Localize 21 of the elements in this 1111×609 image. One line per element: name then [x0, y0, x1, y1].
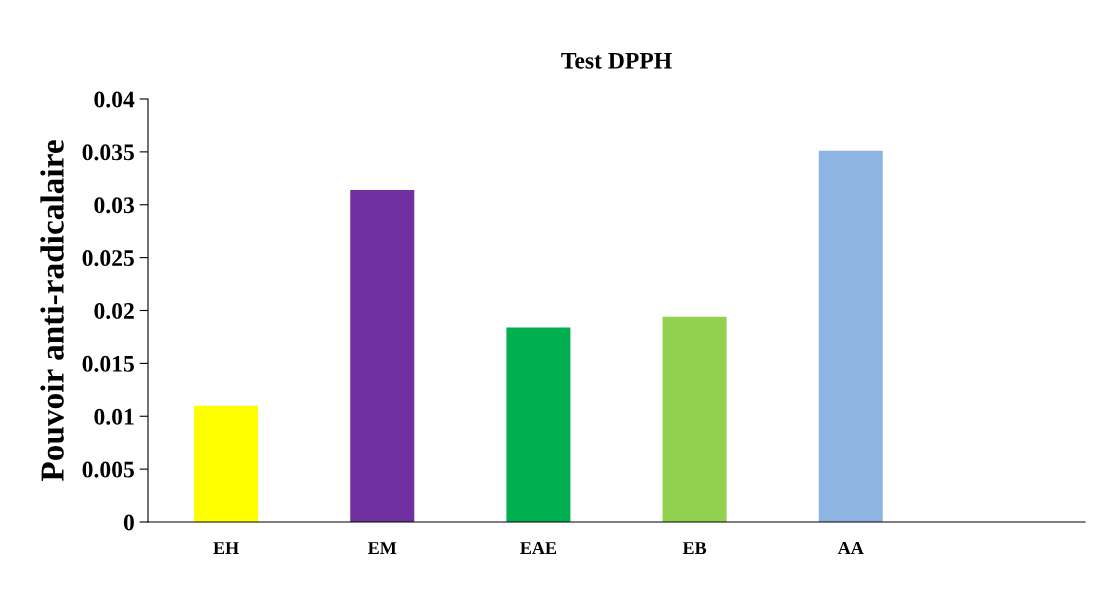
y-axis-title: Pouvoir anti-radicalaire — [40, 140, 64, 482]
chart-title: Test DPPH — [561, 52, 672, 69]
bar — [818, 150, 883, 522]
x-tick-label: EB — [682, 542, 707, 555]
bar — [194, 405, 259, 522]
bar — [506, 327, 571, 522]
x-tick-label: EH — [213, 542, 239, 554]
bar — [662, 316, 727, 522]
y-tick-label: 0 — [123, 514, 134, 531]
x-tick-label: EAE — [520, 542, 557, 554]
y-tick-label: 0.025 — [82, 250, 134, 267]
y-tick-label: 0.035 — [82, 144, 134, 161]
x-tick-label: EM — [368, 542, 397, 554]
y-tick-label: 0.015 — [82, 355, 134, 372]
y-tick-label: 0.03 — [94, 197, 134, 214]
x-tick-label: AA — [837, 542, 864, 554]
bar — [350, 189, 415, 522]
y-tick-label: 0.02 — [94, 302, 134, 320]
y-tick-label: 0.04 — [94, 91, 135, 108]
y-tick-label: 0.005 — [82, 461, 134, 478]
y-tick-label: 0.01 — [94, 408, 134, 425]
